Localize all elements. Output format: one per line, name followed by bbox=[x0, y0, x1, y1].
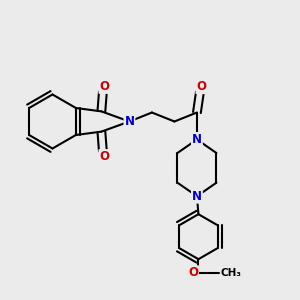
Text: N: N bbox=[192, 190, 202, 203]
Text: O: O bbox=[99, 80, 110, 93]
Text: O: O bbox=[99, 150, 110, 163]
Text: O: O bbox=[196, 80, 206, 93]
Text: N: N bbox=[192, 133, 202, 146]
Text: CH₃: CH₃ bbox=[221, 268, 242, 278]
Text: O: O bbox=[188, 266, 198, 279]
Text: N: N bbox=[124, 115, 134, 128]
